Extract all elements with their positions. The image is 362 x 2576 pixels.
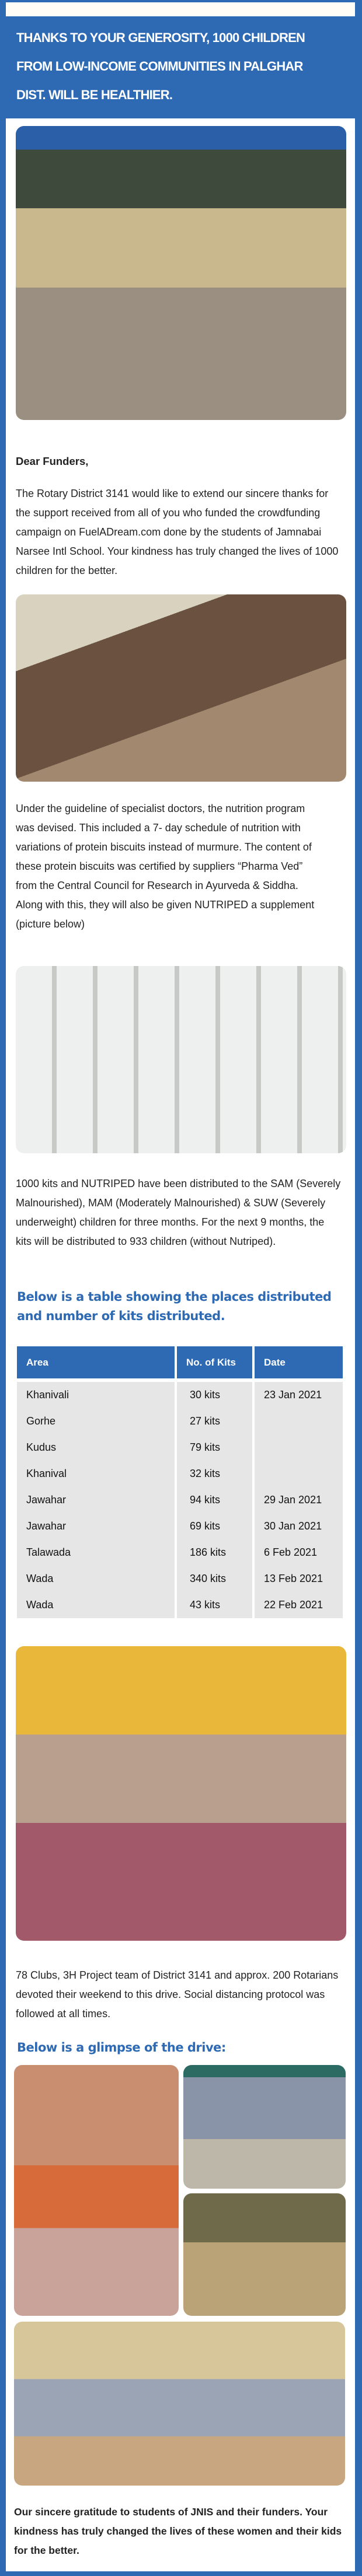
photo-rotarian-with-children <box>183 2065 346 2189</box>
program-paragraph: Under the guideline of specialist doctor… <box>16 803 315 930</box>
cell-kits: 186 kits <box>177 1539 252 1566</box>
cell-area: Kudus <box>17 1434 175 1461</box>
cell-area: Wada <box>17 1566 175 1592</box>
column-header-area: Area <box>17 1346 175 1382</box>
cell-area: Wada <box>17 1592 175 1618</box>
table-row: Jawahar 69 kits 30 Jan 2021 <box>17 1513 343 1539</box>
team-paragraph: 78 Clubs, 3H Project team of District 31… <box>16 1969 339 2020</box>
cell-kits: 340 kits <box>177 1566 252 1592</box>
top-strip <box>6 2 355 16</box>
cell-kits: 69 kits <box>177 1513 252 1539</box>
cell-date: 30 Jan 2021 <box>255 1513 343 1539</box>
cell-area: Khanivali <box>17 1382 175 1408</box>
distribution-paragraph: 1000 kits and NUTRIPED have been distrib… <box>16 1178 341 1247</box>
photo-children <box>16 594 346 782</box>
table-row: Khanivali 30 kits 23 Jan 2021 <box>17 1382 343 1408</box>
photo-rotarian-giving-supplement <box>16 126 346 420</box>
photo-kit-handover <box>14 2322 345 2486</box>
table-heading: Below is a table showing the places dist… <box>17 1290 332 1323</box>
intro-paragraph: The Rotary District 3141 would like to e… <box>16 488 339 576</box>
cell-kits: 32 kits <box>177 1461 252 1487</box>
glimpse-heading: Below is a glimpse of the drive: <box>17 2041 226 2054</box>
cell-area: Talawada <box>17 1539 175 1566</box>
table-row: Gorhe 27 kits <box>17 1408 343 1434</box>
table-row: Khanival 32 kits <box>17 1461 343 1487</box>
cell-area: Khanival <box>17 1461 175 1487</box>
table-row: Kudus 79 kits <box>17 1434 343 1461</box>
photo-child-weighing <box>14 2065 179 2316</box>
cell-date: 29 Jan 2021 <box>255 1487 343 1513</box>
photo-mother-with-kit <box>183 2193 346 2316</box>
column-header-kits: No. of Kits <box>177 1346 252 1382</box>
cell-kits: 27 kits <box>177 1408 252 1434</box>
cell-date: 13 Feb 2021 <box>255 1566 343 1592</box>
table-row: Wada 340 kits 13 Feb 2021 <box>17 1566 343 1592</box>
cell-area: Gorhe <box>17 1408 175 1434</box>
photo-nutriped-jars <box>16 966 346 1153</box>
table-row: Wada 43 kits 22 Feb 2021 <box>17 1592 343 1618</box>
cell-date <box>255 1408 343 1434</box>
cell-kits: 30 kits <box>177 1382 252 1408</box>
title-line: Thanks to your generosity, 1000 children <box>16 30 305 45</box>
greeting: Dear Funders, <box>16 455 89 467</box>
table-row: Talawada 186 kits 6 Feb 2021 <box>17 1539 343 1566</box>
photo-team-group <box>16 1646 346 1941</box>
column-header-date: Date <box>255 1346 343 1382</box>
cell-date <box>255 1434 343 1461</box>
cell-date: 23 Jan 2021 <box>255 1382 343 1408</box>
cell-date <box>255 1461 343 1487</box>
cell-kits: 94 kits <box>177 1487 252 1513</box>
cell-kits: 79 kits <box>177 1434 252 1461</box>
cell-area: Jawahar <box>17 1487 175 1513</box>
page-title: Thanks to your generosity, 1000 children… <box>16 23 350 109</box>
cell-date: 22 Feb 2021 <box>255 1592 343 1618</box>
closing-paragraph: Our sincere gratitude to students of JNI… <box>14 2506 342 2556</box>
distribution-table: Area No. of Kits Date Khanivali 30 kits 23… <box>15 1346 345 1618</box>
table-row: Jawahar 94 kits 29 Jan 2021 <box>17 1487 343 1513</box>
cell-date: 6 Feb 2021 <box>255 1539 343 1566</box>
title-line: Dist. will be healthier. <box>16 88 173 102</box>
cell-area: Jawahar <box>17 1513 175 1539</box>
cell-kits: 43 kits <box>177 1592 252 1618</box>
title-line: from low-income communities in Palghar <box>16 59 303 74</box>
